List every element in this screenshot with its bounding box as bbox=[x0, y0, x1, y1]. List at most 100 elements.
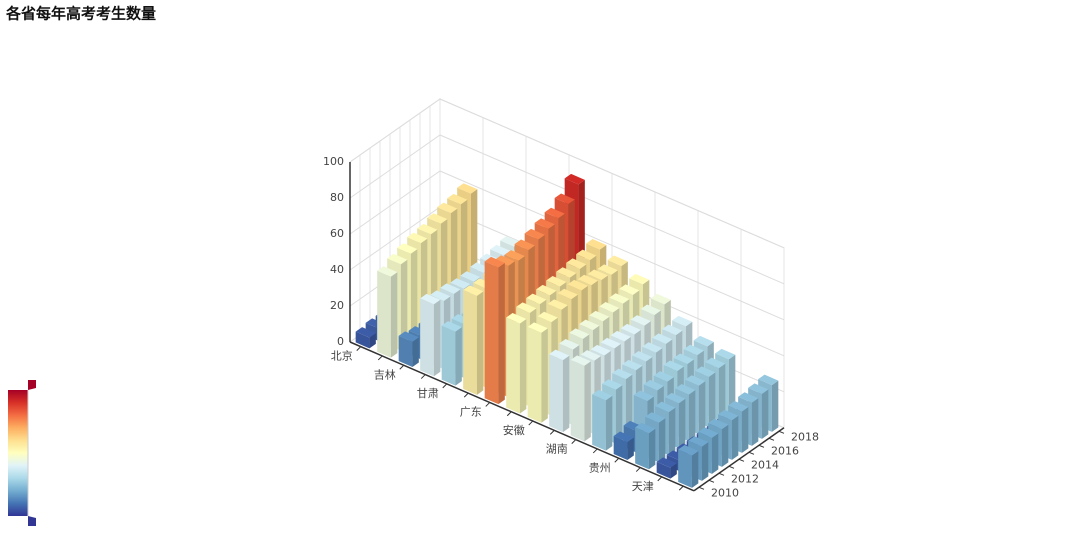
x-tick bbox=[657, 476, 663, 482]
bar bbox=[463, 285, 484, 395]
bar bbox=[549, 349, 570, 433]
bar-side bbox=[761, 389, 769, 439]
bar-side bbox=[476, 291, 484, 395]
x-tick-label: 北京 bbox=[331, 349, 353, 363]
x-tick-label: 贵州 bbox=[589, 461, 611, 474]
bar-side bbox=[688, 389, 696, 442]
bar-top bbox=[613, 431, 634, 442]
bar-top bbox=[652, 333, 673, 344]
bar bbox=[377, 266, 398, 358]
bar-top bbox=[440, 283, 461, 294]
y-tick-label: 2014 bbox=[751, 458, 779, 471]
bar-top bbox=[514, 239, 535, 250]
x-tick bbox=[635, 467, 641, 472]
x-tick bbox=[549, 429, 555, 435]
bar-side bbox=[711, 433, 719, 474]
bar bbox=[441, 321, 462, 386]
bar-top bbox=[688, 436, 709, 447]
bar-side bbox=[731, 415, 739, 460]
z-tick-label: 60 bbox=[330, 227, 344, 240]
bar-top bbox=[430, 290, 451, 301]
bar-side bbox=[648, 428, 656, 470]
bar-top bbox=[559, 339, 580, 350]
bar-top bbox=[607, 255, 628, 266]
bar-top bbox=[643, 379, 664, 391]
bar bbox=[570, 355, 591, 442]
bar-top bbox=[640, 304, 661, 315]
bar-top bbox=[705, 357, 726, 369]
bar-top bbox=[632, 351, 653, 362]
bar-side bbox=[670, 463, 677, 479]
bar-front bbox=[635, 427, 649, 470]
bar-top bbox=[620, 323, 641, 335]
bar-top bbox=[738, 392, 759, 403]
x-tick bbox=[506, 411, 512, 417]
bar-side bbox=[390, 272, 398, 358]
x-tick bbox=[592, 448, 598, 454]
z-tick-label: 0 bbox=[337, 335, 344, 348]
x-axis bbox=[349, 341, 695, 492]
bar bbox=[656, 457, 677, 479]
x-tick-label: 广东 bbox=[460, 405, 482, 418]
bar-side bbox=[562, 355, 570, 433]
bar-top bbox=[642, 342, 663, 353]
bar-top bbox=[655, 401, 676, 413]
bar-top bbox=[653, 371, 674, 382]
bar-top bbox=[629, 273, 650, 285]
z-tick-label: 80 bbox=[330, 191, 344, 204]
x-tick bbox=[614, 457, 620, 463]
bar-top bbox=[650, 293, 671, 305]
y-tick bbox=[718, 472, 725, 476]
chart-title: 各省每年高考考生数量 bbox=[5, 5, 156, 23]
bar-top bbox=[597, 264, 618, 275]
bar bbox=[355, 327, 376, 349]
bar-front bbox=[613, 436, 628, 460]
bar-top bbox=[447, 193, 468, 205]
bar-side bbox=[708, 372, 716, 428]
bar-front bbox=[484, 261, 499, 405]
bar-side bbox=[627, 437, 634, 460]
bar-top bbox=[527, 322, 548, 333]
x-tick-label: 甘肃 bbox=[417, 387, 439, 400]
bar-top bbox=[693, 335, 714, 347]
bar-top bbox=[580, 350, 601, 361]
bar-top bbox=[484, 256, 505, 268]
bar-top bbox=[516, 302, 537, 313]
bar-side bbox=[728, 354, 736, 414]
bar bbox=[484, 256, 505, 405]
bar-top bbox=[537, 311, 558, 323]
bar-top bbox=[589, 310, 610, 322]
bar-top bbox=[599, 302, 620, 313]
y-tick bbox=[708, 479, 715, 483]
bar-top bbox=[566, 258, 587, 269]
bar-front bbox=[398, 335, 413, 367]
bar-side bbox=[625, 374, 633, 437]
bar-side bbox=[455, 327, 462, 386]
bar-top bbox=[708, 418, 729, 430]
bar-front bbox=[441, 325, 456, 386]
z-tick-label: 20 bbox=[330, 299, 344, 312]
bar-side bbox=[668, 407, 676, 456]
bar-side bbox=[369, 333, 376, 349]
bar-top bbox=[570, 355, 591, 366]
bar-top bbox=[685, 375, 706, 386]
x-tick-label: 天津 bbox=[632, 480, 654, 493]
y-tick bbox=[768, 437, 775, 441]
bar-top bbox=[630, 315, 651, 326]
bar-top bbox=[407, 232, 428, 244]
x-tick bbox=[571, 439, 577, 445]
bar-top bbox=[612, 368, 633, 380]
bar-top bbox=[457, 183, 478, 194]
bar-top bbox=[567, 279, 588, 291]
bar-front bbox=[656, 461, 671, 479]
y-tick bbox=[728, 465, 735, 469]
bar bbox=[420, 293, 441, 377]
bar-side bbox=[412, 337, 419, 367]
x-tick-label: 湖南 bbox=[546, 443, 568, 456]
bar-top bbox=[554, 193, 575, 204]
bar-side bbox=[605, 395, 613, 451]
bar-top bbox=[665, 392, 686, 404]
visual-map-handle bbox=[28, 516, 36, 526]
bar-top bbox=[587, 269, 608, 280]
x-tick bbox=[399, 364, 405, 370]
